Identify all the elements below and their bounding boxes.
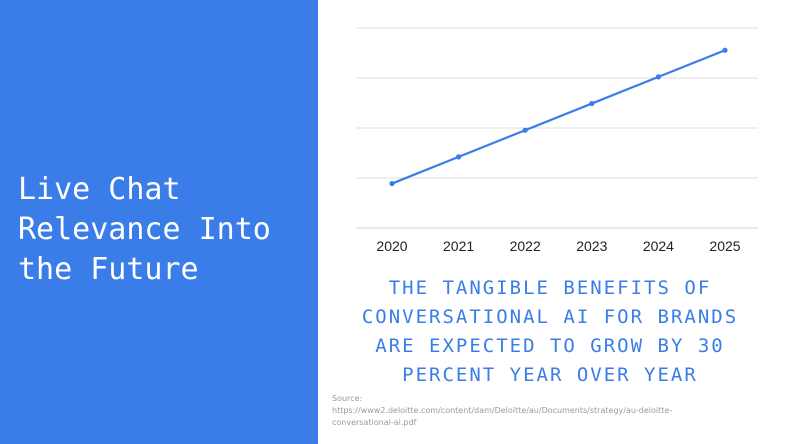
caption-line-1: THE TANGIBLE BENEFITS OF bbox=[388, 277, 712, 299]
x-tick-label: 2021 bbox=[443, 238, 474, 254]
source-url: https://www2.deloitte.com/content/dam/De… bbox=[332, 406, 673, 415]
data-point-2023 bbox=[589, 100, 595, 107]
x-tick-label: 2020 bbox=[376, 238, 407, 254]
source-label: Source: bbox=[332, 394, 363, 403]
title-line-2: Relevance Into bbox=[18, 212, 271, 247]
series-line bbox=[391, 49, 726, 185]
title-line-3: the Future bbox=[18, 252, 199, 287]
caption-line-3: ARE EXPECTED TO GROW BY 30 bbox=[375, 335, 725, 357]
data-point-2022 bbox=[522, 127, 528, 133]
x-tick-label: 2025 bbox=[709, 238, 740, 254]
caption-line-4: PERCENT YEAR OVER YEAR bbox=[402, 364, 698, 386]
data-point-2021 bbox=[456, 154, 462, 160]
chart-caption: THE TANGIBLE BENEFITS OF CONVERSATIONAL … bbox=[330, 274, 770, 390]
source-url-cont: conversational-ai.pdf bbox=[332, 418, 417, 427]
source-note: Source: https://www2.deloitte.com/conten… bbox=[332, 393, 772, 429]
data-point-2024 bbox=[655, 74, 661, 80]
x-tick-label: 2022 bbox=[510, 238, 541, 254]
caption-line-2: CONVERSATIONAL AI FOR BRANDS bbox=[361, 306, 739, 328]
page-title: Live Chat Relevance Into the Future bbox=[18, 170, 313, 290]
data-point-2025 bbox=[722, 47, 728, 53]
title-line-1: Live Chat bbox=[18, 172, 181, 207]
x-tick-label: 2024 bbox=[643, 238, 674, 254]
x-tick-label: 2023 bbox=[576, 238, 607, 254]
line-chart: 2020 2021 2022 2023 2024 2025 bbox=[356, 27, 758, 254]
data-point-2020 bbox=[389, 180, 395, 187]
title-panel bbox=[0, 0, 318, 444]
